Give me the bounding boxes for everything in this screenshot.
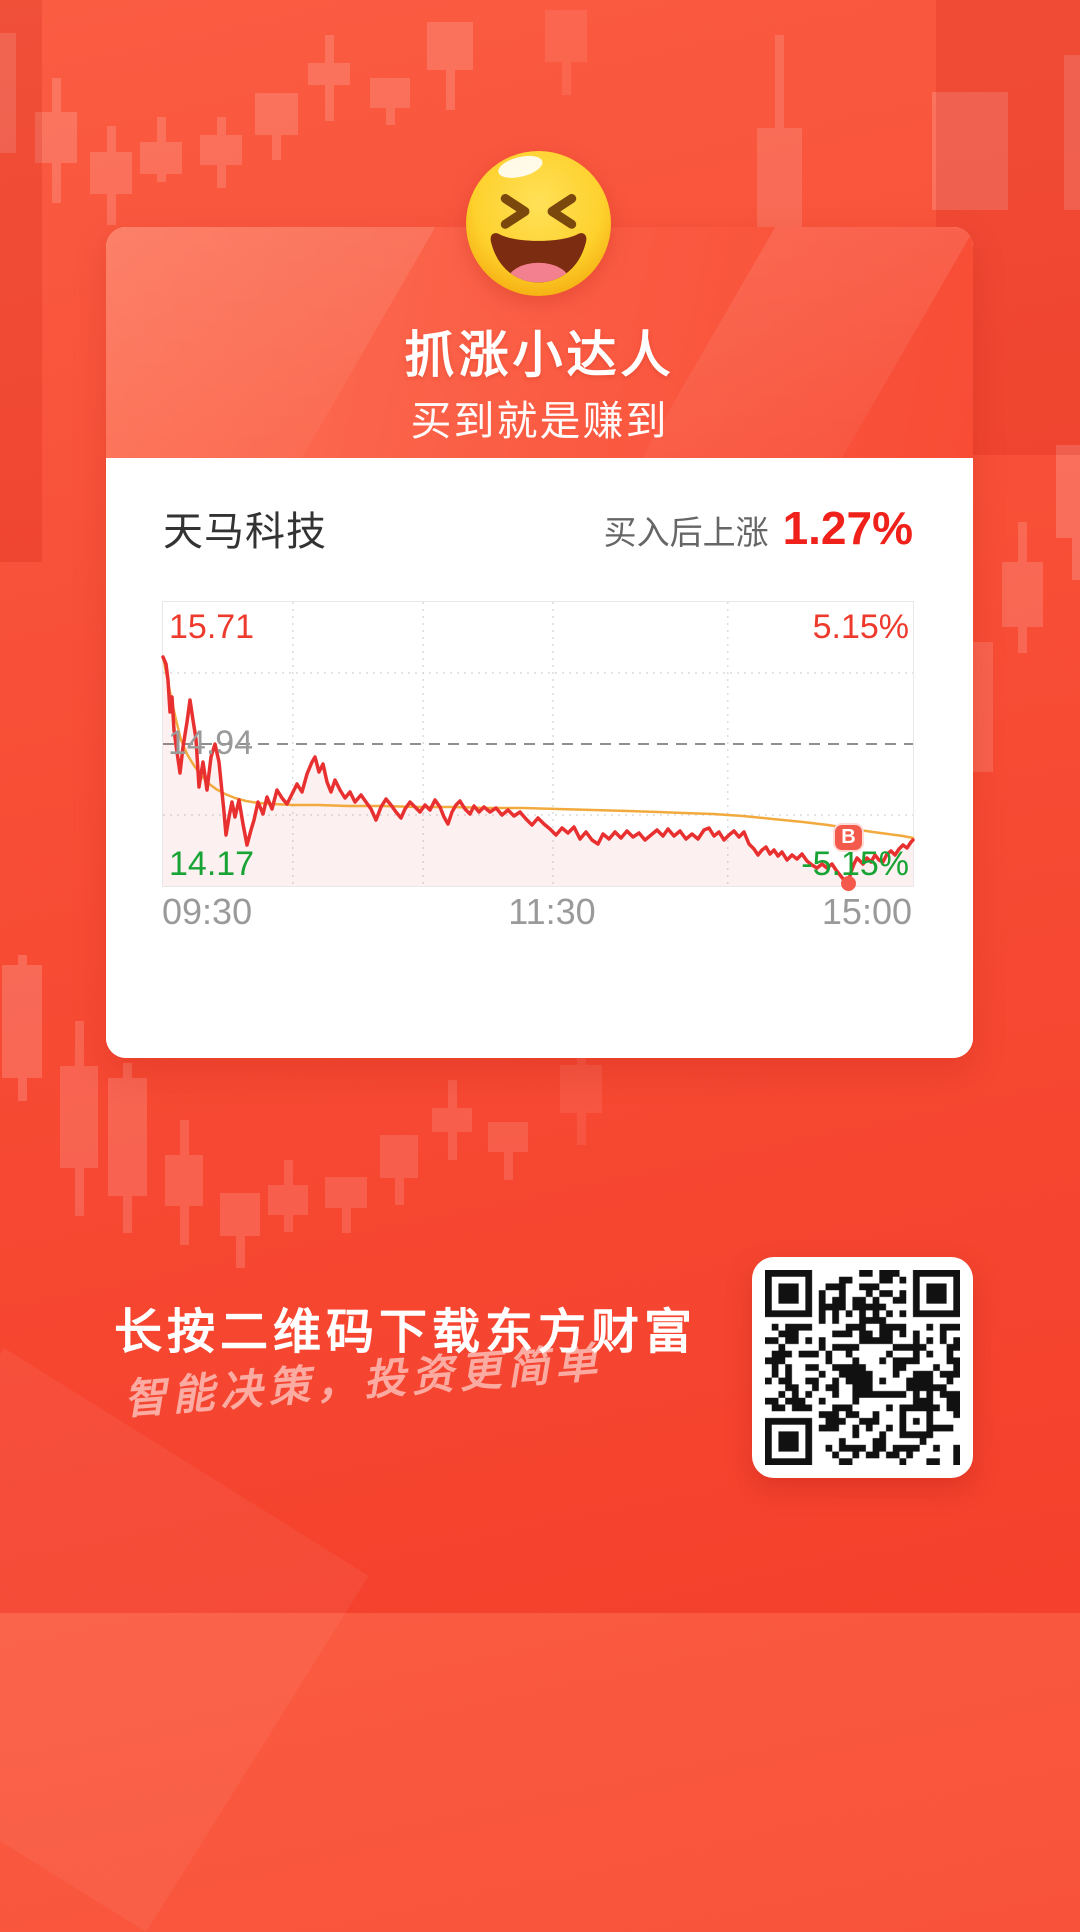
chart-low-price-label: 14.17 <box>169 845 254 883</box>
stock-row: 天马科技 买入后上涨 1.27% <box>163 499 913 557</box>
decor-candlestick <box>75 1168 84 1216</box>
decor-candlestick <box>140 142 182 174</box>
decor-candlestick <box>255 93 298 135</box>
decor-candlestick <box>180 1206 189 1245</box>
chart-high-pct-label: 5.15% <box>813 608 909 646</box>
decor-candlestick <box>427 22 473 70</box>
decor-candlestick <box>217 117 226 135</box>
decor-candlestick <box>446 70 455 110</box>
decor-candlestick <box>284 1215 293 1232</box>
decor-candlestick <box>386 108 395 125</box>
background-light-band-bottom-left <box>0 1348 369 1932</box>
decor-candlestick <box>220 1193 260 1236</box>
decor-candlestick <box>448 1080 457 1108</box>
decor-candlestick <box>18 1078 27 1101</box>
chart-high-price-label: 15.71 <box>169 608 254 646</box>
background-dark-band-left <box>0 0 42 562</box>
decor-candlestick <box>284 1160 293 1185</box>
decor-candlestick <box>560 1065 602 1113</box>
decor-candlestick <box>123 1063 132 1078</box>
result-card: 抓涨小达人 买到就是赚到 天马科技 买入后上涨 1.27% 15.71 5.15… <box>106 227 973 1058</box>
decor-candlestick <box>200 135 242 165</box>
buy-marker-badge: B <box>833 823 864 852</box>
decor-candlestick <box>180 1120 189 1155</box>
time-tick-mid: 11:30 <box>508 891 595 933</box>
decor-candlestick <box>1018 522 1027 562</box>
gain-label: 买入后上涨 <box>604 506 769 554</box>
decor-candlestick <box>1018 627 1027 653</box>
decor-candlestick <box>308 63 350 85</box>
stock-name: 天马科技 <box>163 499 327 557</box>
decor-candlestick <box>236 1236 245 1268</box>
decor-candlestick <box>165 1155 203 1206</box>
decor-candlestick <box>123 1196 132 1233</box>
decor-candlestick <box>157 174 166 182</box>
decor-candlestick <box>217 165 226 188</box>
decor-candlestick <box>52 163 61 203</box>
decor-candlestick <box>325 85 334 121</box>
gain-value: 1.27% <box>783 501 913 555</box>
chart-prev-close-label: 14.94 <box>168 724 253 762</box>
decor-candlestick <box>272 135 281 160</box>
decor-candlestick <box>325 35 334 63</box>
buy-point-dot <box>841 876 856 891</box>
decor-candlestick <box>562 62 571 95</box>
decor-candlestick <box>108 1078 147 1196</box>
decor-candlestick <box>268 1185 308 1215</box>
decor-candlestick <box>342 1208 351 1233</box>
decor-candlestick <box>107 126 116 152</box>
decor-candlestick <box>157 117 166 142</box>
gain-group: 买入后上涨 1.27% <box>604 501 913 555</box>
decor-candlestick <box>1002 562 1043 627</box>
decor-candlestick <box>577 1113 586 1145</box>
decor-candlestick <box>380 1135 418 1178</box>
decor-candlestick <box>432 1108 472 1132</box>
decor-candlestick <box>107 194 116 225</box>
decor-candlestick <box>395 1178 404 1205</box>
time-axis: 09:30 11:30 15:00 <box>162 891 912 933</box>
decor-candlestick <box>75 1021 84 1066</box>
decor-candlestick <box>757 128 802 232</box>
decor-candlestick <box>60 1066 98 1168</box>
decor-candlestick <box>973 642 993 772</box>
decor-candlestick <box>504 1152 513 1180</box>
decor-candlestick <box>545 10 587 62</box>
card-subtitle: 买到就是赚到 <box>106 387 973 447</box>
decor-candlestick <box>1056 445 1080 538</box>
laughing-emoji <box>463 148 614 299</box>
decor-candlestick <box>775 35 784 128</box>
decor-candlestick <box>325 1177 367 1208</box>
decor-candlestick <box>488 1122 528 1152</box>
qr-code[interactable] <box>752 1257 973 1478</box>
decor-candlestick <box>448 1132 457 1160</box>
time-tick-close: 15:00 <box>822 891 912 933</box>
decor-candlestick <box>1072 538 1080 580</box>
qr-code-canvas <box>765 1270 960 1465</box>
decor-candlestick <box>18 955 27 965</box>
decor-candlestick <box>52 78 61 112</box>
decor-candlestick <box>90 152 132 194</box>
intraday-chart: 15.71 5.15% 14.94 14.17 -5.15% B <box>162 601 914 887</box>
chart-canvas <box>163 602 913 886</box>
time-tick-open: 09:30 <box>162 891 252 933</box>
decor-candlestick <box>370 78 410 108</box>
share-card-page: { "header": { "emoji": "laughing-squint-… <box>0 0 1080 1613</box>
decor-candlestick <box>2 965 42 1078</box>
card-title: 抓涨小达人 <box>106 315 973 387</box>
